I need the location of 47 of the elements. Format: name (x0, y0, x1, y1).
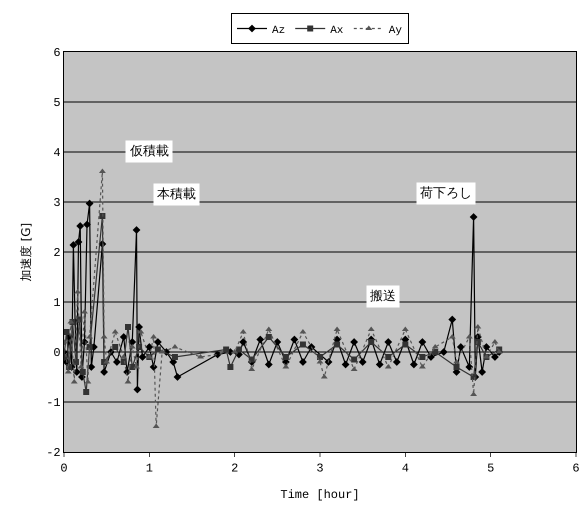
y-tick-label: 2 (53, 246, 61, 260)
point (125, 324, 131, 330)
y-tick-label: 0 (53, 346, 61, 360)
point (282, 354, 289, 360)
legend-label: Az (272, 24, 286, 37)
point (300, 342, 306, 348)
x-tick-label: 1 (146, 461, 153, 476)
point (64, 329, 70, 335)
x-tick-label: 4 (402, 461, 409, 476)
point (402, 342, 408, 348)
point (80, 369, 86, 375)
annotation: 荷下ろし (420, 186, 472, 201)
point (432, 349, 438, 355)
y-tick-label: -2 (46, 446, 61, 460)
legend-label: Ax (330, 24, 344, 37)
point (172, 354, 178, 360)
point (136, 344, 142, 350)
y-tick-label: 6 (53, 46, 61, 60)
annotation: 仮積載 (129, 144, 169, 159)
point (266, 334, 272, 340)
point (83, 389, 90, 395)
point (454, 364, 460, 370)
x-tick-label: 6 (572, 461, 580, 476)
point (351, 356, 358, 362)
y-tick-label: -1 (46, 396, 61, 410)
point (112, 344, 118, 350)
legend-label: Ay (388, 24, 402, 37)
point (334, 342, 340, 348)
y-tick-label: 3 (53, 196, 61, 210)
x-tick-label: 2 (231, 461, 238, 476)
point (120, 359, 127, 365)
x-tick-label: 3 (316, 461, 324, 476)
annotation: 本積載 (157, 187, 196, 202)
x-axis-title: Time [hour] (280, 488, 360, 502)
y-tick-label: 5 (53, 96, 61, 110)
y-tick-label: 4 (53, 146, 61, 160)
point (368, 339, 374, 345)
point (419, 354, 426, 360)
point (227, 364, 234, 370)
x-tick-label: 5 (487, 461, 494, 476)
point (154, 346, 161, 352)
y-tick-label: 1 (53, 296, 61, 310)
point (385, 354, 392, 360)
annotation: 搬送 (370, 289, 396, 304)
point (474, 339, 481, 345)
point (223, 346, 230, 352)
y-axis-title: 加速度 [G] (19, 222, 33, 282)
